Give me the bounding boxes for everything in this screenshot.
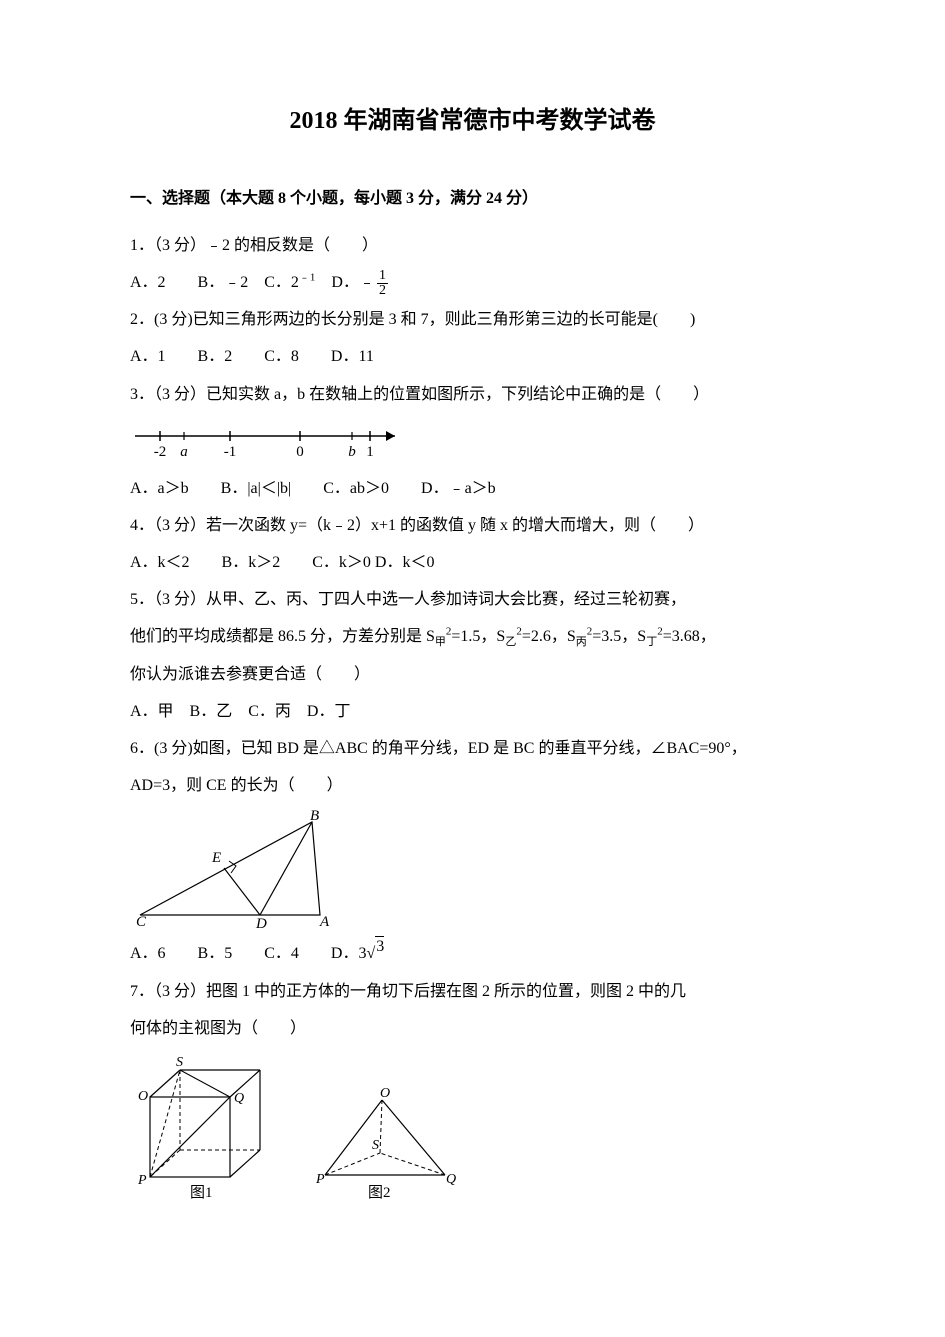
q2-options: A．1 B．2 C．8 D．11 xyxy=(130,339,815,374)
svg-text:-2: -2 xyxy=(154,444,167,460)
sqrt-icon: √3 xyxy=(366,936,384,971)
svg-text:O: O xyxy=(380,1086,390,1101)
q3-options: A．a＞b B．|a|＜|b| C．ab＞0 D．﹣a＞b xyxy=(130,471,815,506)
triangle-svg: C A B D E xyxy=(130,810,330,928)
q7-diagram1: S O Q P 图1 xyxy=(130,1052,280,1200)
q5-line1: 5．（3 分）从甲、乙、丙、丁四人中选一人参加诗词大会比赛，经过三轮初赛， xyxy=(130,582,815,617)
q1-opts-mid: D．﹣ xyxy=(315,274,375,291)
svg-text:Q: Q xyxy=(446,1172,456,1187)
svg-text:b: b xyxy=(348,444,356,460)
svg-text:O: O xyxy=(138,1089,148,1104)
cube-cut-svg: S O Q P 图1 xyxy=(130,1052,280,1200)
svg-text:Q: Q xyxy=(234,1091,244,1106)
q3-stem: 3．（3 分）已知实数 a，b 在数轴上的位置如图所示，下列结论中正确的是（ ） xyxy=(130,377,815,412)
svg-text:C: C xyxy=(136,914,147,928)
numberline-svg: -2 -1 0 1 a b xyxy=(130,418,410,463)
frac-num: 1 xyxy=(377,269,388,284)
q1-stem: 1．（3 分）﹣2 的相反数是（ ） xyxy=(130,228,815,263)
q4-options: A．k＜2 B．k＞2 C．k＞0 D．k＜0 xyxy=(130,545,815,580)
q1-options: A．2 B．﹣2 C．2﹣1 D．﹣12 xyxy=(130,265,815,300)
q5-l2a: 他们的平均成绩都是 86.5 分，方差分别是 S xyxy=(130,628,435,645)
svg-text:0: 0 xyxy=(296,444,304,460)
sqrt-value: 3 xyxy=(375,936,384,956)
q5-sub2: 乙 xyxy=(505,637,516,649)
svg-text:S: S xyxy=(372,1138,379,1153)
q6-diagram: C A B D E xyxy=(130,810,815,928)
q7-line2: 何体的主视图为（ ） xyxy=(130,1011,815,1046)
q5-eq2: =2.6，S xyxy=(522,628,576,645)
q5-eq4: =3.68， xyxy=(663,628,716,645)
svg-text:A: A xyxy=(319,914,330,928)
svg-text:E: E xyxy=(211,850,221,866)
svg-text:a: a xyxy=(180,444,188,460)
tetra-view-svg: O S P Q 图2 xyxy=(310,1085,460,1200)
svg-text:S: S xyxy=(176,1055,183,1070)
svg-text:图1: 图1 xyxy=(190,1184,213,1200)
q5-eq1: =1.5，S xyxy=(451,628,505,645)
svg-text:-1: -1 xyxy=(224,444,237,460)
frac-den: 2 xyxy=(377,284,388,298)
q5-sub1: 甲 xyxy=(435,637,446,649)
q5-line3: 你认为派谁去参赛更合适（ ） xyxy=(130,657,815,692)
svg-text:图2: 图2 xyxy=(368,1184,391,1200)
q5-eq3: =3.5，S xyxy=(592,628,646,645)
q5-line2: 他们的平均成绩都是 86.5 分，方差分别是 S甲2=1.5，S乙2=2.6，S… xyxy=(130,619,815,654)
svg-text:1: 1 xyxy=(366,444,374,460)
page-title: 2018 年湖南省常德市中考数学试卷 xyxy=(130,100,815,135)
svg-text:D: D xyxy=(255,916,267,928)
fraction-icon: 12 xyxy=(377,269,388,298)
q5-options: A．甲 B．乙 C．丙 D．丁 xyxy=(130,694,815,729)
q6-options: A．6 B．5 C．4 D．3√3 xyxy=(130,936,815,972)
q2-stem: 2．(3 分)已知三角形两边的长分别是 3 和 7，则此三角形第三边的长可能是(… xyxy=(130,302,815,337)
sqrt-symbol: √ xyxy=(366,936,375,971)
q7-diagram2: O S P Q 图2 xyxy=(310,1085,460,1200)
q6-line2: AD=3，则 CE 的长为（ ） xyxy=(130,768,815,803)
q5-sub3: 丙 xyxy=(576,637,587,649)
q3-numberline-diagram: -2 -1 0 1 a b xyxy=(130,418,815,463)
svg-text:B: B xyxy=(310,810,319,824)
q5-sub4: 丁 xyxy=(646,637,657,649)
q4-stem: 4．（3 分）若一次函数 y=（k﹣2）x+1 的函数值 y 随 x 的增大而增… xyxy=(130,508,815,543)
q6-line1: 6．(3 分)如图，已知 BD 是△ABC 的角平分线，ED 是 BC 的垂直平… xyxy=(130,731,815,766)
svg-text:P: P xyxy=(137,1173,147,1188)
q1-opts-prefix: A．2 B．﹣2 C．2 xyxy=(130,274,299,291)
q1-sup: ﹣1 xyxy=(299,272,316,284)
svg-text:P: P xyxy=(315,1172,325,1187)
q6-opts-a: A．6 B．5 C．4 D．3 xyxy=(130,945,366,962)
q7-diagrams-row: S O Q P 图1 O S P Q 图2 xyxy=(130,1052,815,1200)
section-header: 一、选择题（本大题 8 个小题，每小题 3 分，满分 24 分） xyxy=(130,185,815,214)
q7-line1: 7．（3 分）把图 1 中的正方体的一角切下后摆在图 2 所示的位置，则图 2 … xyxy=(130,974,815,1009)
